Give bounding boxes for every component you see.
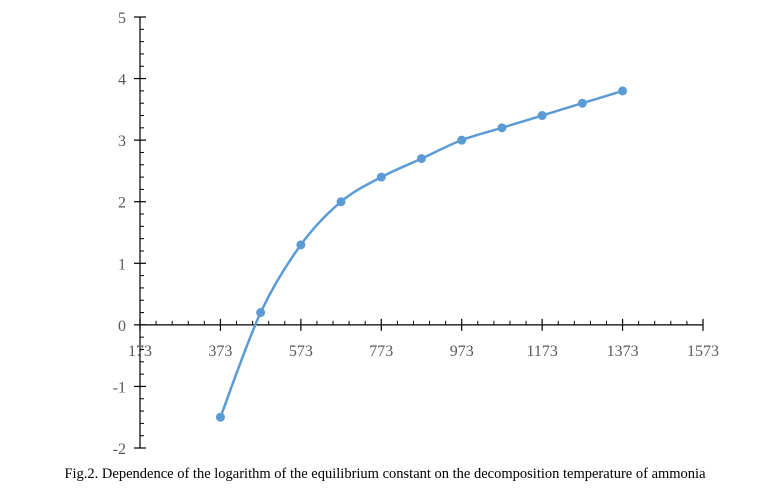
x-tick-labels: 173 373 573 773 973 1173 1373 1573: [128, 343, 719, 360]
data-point: [537, 111, 547, 121]
data-point: [577, 98, 587, 108]
y-tick-label: 0: [118, 318, 126, 335]
figure-caption: Fig.2. Dependence of the logarithm of th…: [64, 466, 706, 482]
chart: 173 373 573 773 973 1173 1373 1573 -2 -1 0 1 2 3 4 5: [113, 10, 719, 458]
data-point: [256, 308, 266, 318]
data-point: [497, 123, 507, 133]
series-line: [219, 89, 624, 419]
x-tick-label: 373: [208, 343, 232, 360]
data-point: [215, 412, 225, 422]
series: [215, 86, 628, 422]
data-point: [376, 172, 386, 182]
x-tick-label: 773: [369, 343, 393, 360]
axes: [134, 16, 704, 449]
x-tick-label: 973: [450, 343, 474, 360]
y-tick-label: 4: [118, 72, 126, 89]
y-tick-labels: -2 -1 0 1 2 3 4 5: [113, 10, 126, 458]
data-point: [457, 135, 467, 145]
y-tick-label: 3: [118, 133, 126, 150]
data-point: [417, 154, 426, 164]
y-tick-label: 1: [118, 256, 126, 273]
data-point: [336, 197, 346, 207]
y-tick-label: 2: [118, 195, 126, 212]
y-tick-label: -1: [113, 379, 126, 396]
x-tick-label: 573: [289, 343, 313, 360]
x-tick-label: 1573: [687, 343, 719, 360]
x-tick-label: 1373: [607, 343, 639, 360]
data-point: [618, 86, 628, 96]
x-tick-label: 1173: [526, 343, 557, 360]
data-point: [296, 240, 306, 250]
x-tick-label: 173: [128, 343, 152, 360]
y-tick-label: -2: [113, 441, 126, 458]
y-tick-label: 5: [118, 10, 126, 27]
